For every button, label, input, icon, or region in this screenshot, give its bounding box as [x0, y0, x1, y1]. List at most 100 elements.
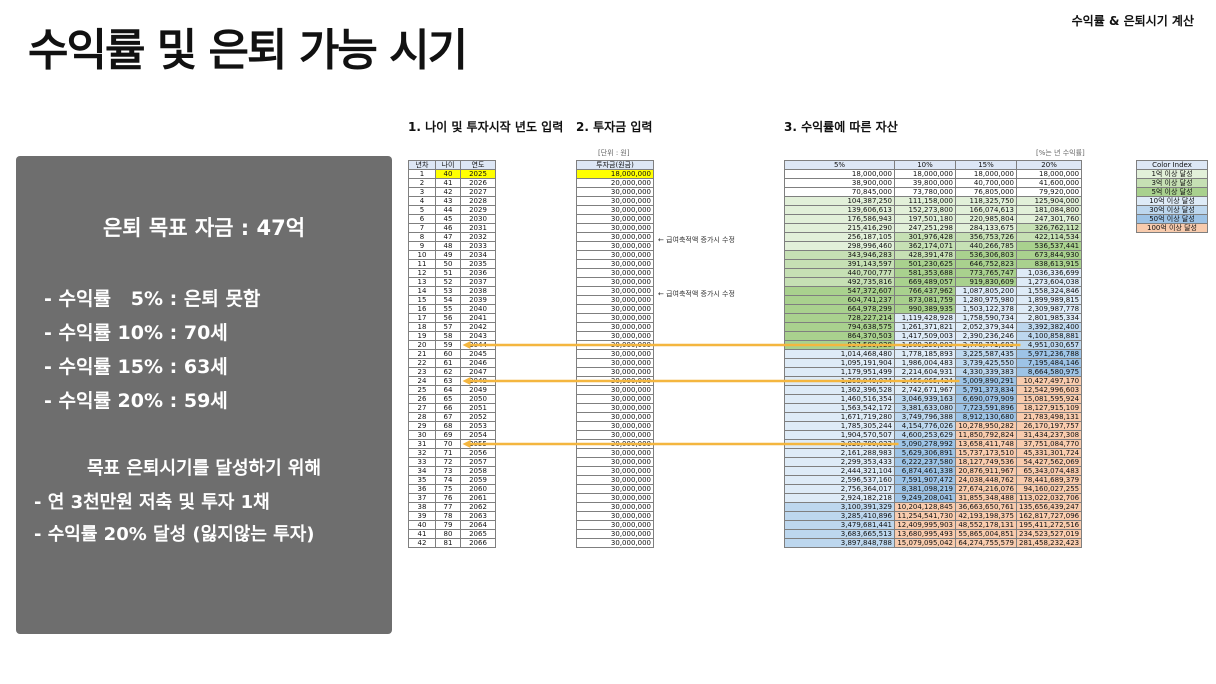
asset-cell: 18,127,915,109 — [1015, 403, 1083, 413]
age-cell: 54 — [435, 295, 461, 305]
period-cell: 26 — [408, 394, 436, 404]
strategy-heading: 목표 은퇴시기를 달성하기 위해 — [86, 458, 322, 479]
year-cell: 2039 — [460, 295, 496, 305]
table-row: 10 49 2034 — [408, 250, 496, 260]
principal-cell: 30,000,000 — [576, 232, 654, 242]
year-cell: 2060 — [460, 484, 496, 494]
legend-row: 10억 이상 달성 — [1136, 196, 1208, 206]
table-row: 2,756,364,017 8,381,098,219 27,674,216,076… — [784, 484, 1083, 494]
table-row: 30,000,000 — [576, 304, 654, 314]
age-year-table: 년차 나이 연도 1 40 2025 2 41 2026 3 42 2027 4 43 2028 5 44… — [408, 160, 496, 548]
principal-cell: 30,000,000 — [576, 223, 654, 233]
period-cell: 17 — [408, 313, 436, 323]
age-cell: 70 — [435, 439, 461, 449]
asset-cell: 1,758,590,734 — [955, 313, 1017, 323]
asset-cell: 12,542,996,603 — [1015, 385, 1083, 395]
asset-cell: 2,596,537,160 — [784, 475, 895, 485]
age-cell: 63 — [435, 376, 461, 386]
year-cell: 2049 — [460, 385, 496, 395]
period-cell: 19 — [408, 331, 436, 341]
legend-entry: 30억 이상 달성 — [1136, 205, 1208, 215]
table-row: 30,000,000 — [576, 439, 654, 449]
table-row: 30,000,000 — [576, 448, 654, 458]
age-cell: 46 — [435, 223, 461, 233]
legend-entry: 1억 이상 달성 — [1136, 169, 1208, 179]
asset-cell: 20,876,911,967 — [955, 466, 1017, 476]
period-cell: 4 — [408, 196, 436, 206]
table-row: 42 81 2066 — [408, 538, 496, 548]
year-cell: 2055 — [460, 439, 496, 449]
asset-cell: 1,273,604,038 — [1015, 277, 1083, 287]
asset-cell: 8,664,580,975 — [1015, 367, 1083, 377]
principal-cell: 30,000,000 — [576, 538, 654, 548]
table-row: 30,000,000 — [576, 340, 654, 350]
col-header-5pct: 5% — [784, 160, 895, 170]
table-row: 20,000,000 — [576, 178, 654, 188]
principal-cell: 30,000,000 — [576, 385, 654, 395]
asset-cell: 76,805,000 — [955, 187, 1017, 197]
asset-cell: 31,434,237,308 — [1015, 430, 1083, 440]
asset-cell: 2,756,364,017 — [784, 484, 895, 494]
year-cell: 2045 — [460, 349, 496, 359]
period-cell: 38 — [408, 502, 436, 512]
asset-cell: 176,586,943 — [784, 214, 895, 224]
table-row: 37 76 2061 — [408, 493, 496, 503]
period-cell: 15 — [408, 295, 436, 305]
principal-cell: 30,000,000 — [576, 394, 654, 404]
asset-cell: 54,427,562,069 — [1015, 457, 1083, 467]
age-cell: 66 — [435, 403, 461, 413]
asset-cell: 604,741,237 — [784, 295, 895, 305]
year-cell: 2030 — [460, 214, 496, 224]
table-row: 104,387,250 111,158,000 118,325,750 125,904… — [784, 196, 1083, 206]
table-row: 30,000,000 — [576, 457, 654, 467]
table-row: 139,606,613 152,273,800 166,074,613 181,084… — [784, 205, 1083, 215]
asset-cell: 40,700,000 — [955, 178, 1017, 188]
asset-cell: 673,844,930 — [1015, 250, 1083, 260]
table-row: 5 44 2029 — [408, 205, 496, 215]
year-cell: 2054 — [460, 430, 496, 440]
year-cell: 2048 — [460, 376, 496, 386]
principal-cell: 30,000,000 — [576, 502, 654, 512]
asset-cell: 428,391,478 — [894, 250, 956, 260]
result-5pct: - 수익률 5% : 은퇴 못함 — [44, 288, 261, 310]
table-row: 30,000,000 — [576, 196, 654, 206]
retirement-goal: 은퇴 목표 자금 : 47억 — [102, 216, 306, 240]
age-cell: 75 — [435, 484, 461, 494]
asset-cell: 2,299,353,433 — [784, 457, 895, 467]
age-cell: 56 — [435, 313, 461, 323]
table-row: 30 69 2054 — [408, 430, 496, 440]
year-cell: 2046 — [460, 358, 496, 368]
principal-cell: 30,000,000 — [576, 376, 654, 386]
period-cell: 34 — [408, 466, 436, 476]
asset-cell: 39,800,000 — [894, 178, 956, 188]
period-cell: 11 — [408, 259, 436, 269]
table-row: 30,000,000 — [576, 250, 654, 260]
asset-cell: 937,589,028 — [784, 340, 895, 350]
table-row: 4 43 2028 — [408, 196, 496, 206]
asset-cell: 5,791,373,834 — [955, 385, 1017, 395]
asset-cell: 1,417,509,003 — [894, 331, 956, 341]
asset-cell: 94,160,027,255 — [1015, 484, 1083, 494]
asset-cell: 48,552,178,131 — [955, 520, 1017, 530]
asset-cell: 838,613,915 — [1015, 259, 1083, 269]
table-row: 38,900,000 39,800,000 40,700,000 41,600,000 — [784, 178, 1083, 188]
table-row: 12 51 2036 — [408, 268, 496, 278]
age-cell: 44 — [435, 205, 461, 215]
legend-row: 3억 이상 달성 — [1136, 178, 1208, 188]
table-row: 30,000,000 — [576, 268, 654, 278]
asset-cell: 6,874,461,338 — [894, 466, 956, 476]
table-row: 18,000,000 — [576, 169, 654, 179]
asset-cell: 1,014,468,480 — [784, 349, 895, 359]
asset-cell: 2,466,065,424 — [894, 376, 956, 386]
asset-cell: 113,022,032,706 — [1015, 493, 1083, 503]
asset-cell: 1,503,122,378 — [955, 304, 1017, 314]
asset-cell: 3,479,681,441 — [784, 520, 895, 530]
year-cell: 2043 — [460, 331, 496, 341]
asset-cell: 166,074,613 — [955, 205, 1017, 215]
asset-cell: 10,278,950,282 — [955, 421, 1017, 431]
asset-cell: 73,780,000 — [894, 187, 956, 197]
asset-cell: 301,976,428 — [894, 232, 956, 242]
year-cell: 2062 — [460, 502, 496, 512]
table-row: 30,000,000 — [576, 412, 654, 422]
table-row: 30,000,000 — [576, 475, 654, 485]
